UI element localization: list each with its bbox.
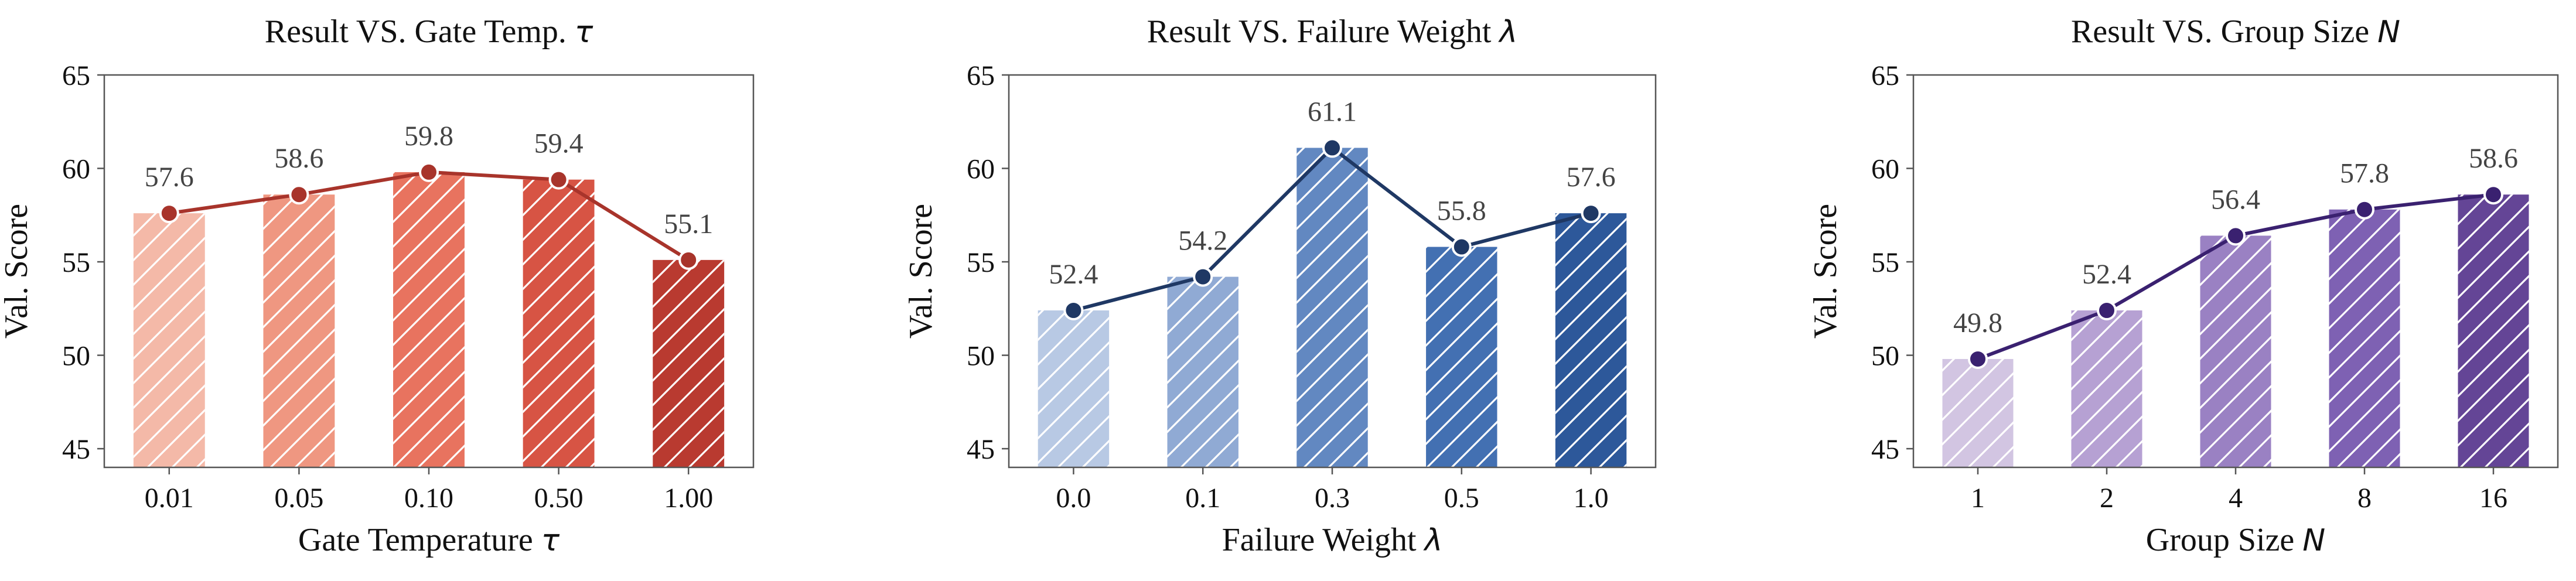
y-tick-label: 50: [1871, 341, 1899, 372]
data-point-marker: [419, 162, 439, 182]
y-axis-label: Val. Score: [0, 204, 35, 339]
data-label: 52.4: [2082, 259, 2131, 290]
data-point-marker: [678, 250, 699, 270]
y-tick-label: 45: [62, 434, 90, 465]
y-tick-label: 60: [1871, 154, 1899, 185]
bar-hatch: [1038, 310, 1110, 467]
data-label: 58.6: [2469, 143, 2518, 174]
x-tick-label: 0.01: [145, 483, 194, 514]
chart-panel-2: Result VS. Failure Weight λ 52.4 54.2 61.1 5…: [903, 13, 1657, 558]
data-point-marker: [2355, 199, 2374, 220]
y-tick-label: 60: [967, 154, 995, 185]
data-label: 56.4: [2211, 184, 2260, 215]
bar-hatch: [1426, 247, 1497, 467]
data-point-marker: [548, 169, 569, 190]
data-label: 61.1: [1308, 96, 1357, 127]
data-point-marker: [1451, 237, 1472, 257]
data-label: 55.1: [664, 209, 713, 240]
data-point-marker: [1322, 138, 1342, 158]
y-axis-label: Val. Score: [903, 204, 939, 339]
bar-hatch: [653, 259, 725, 467]
bar-hatch: [2200, 235, 2271, 467]
bar-hatch: [133, 213, 205, 467]
x-tick-label: 2: [2100, 483, 2114, 514]
chart-title: Result VS. Gate Temp. τ: [265, 13, 593, 50]
bar-hatch: [2329, 209, 2400, 467]
x-tick-label: 0.50: [534, 483, 584, 514]
y-tick-label: 55: [62, 247, 90, 278]
y-tick-label: 55: [967, 247, 995, 278]
y-tick-label: 60: [62, 154, 90, 185]
y-tick-label: 50: [967, 341, 995, 372]
data-point-marker: [159, 203, 179, 224]
bar-hatch: [1555, 213, 1627, 467]
y-axis-label: Val. Score: [1807, 204, 1844, 339]
data-label: 59.8: [404, 121, 453, 152]
data-point-marker: [1968, 348, 1988, 369]
data-label: 57.6: [1567, 162, 1616, 193]
data-point-marker: [1581, 203, 1601, 224]
x-tick-label: 1.0: [1574, 483, 1609, 514]
x-tick-label: 0.1: [1185, 483, 1220, 514]
x-tick-label: 0.10: [404, 483, 453, 514]
x-tick-label: 0.05: [274, 483, 323, 514]
x-axis-label: Failure Weight λ: [1222, 522, 1443, 558]
data-point-marker: [2097, 300, 2117, 320]
x-axis-label: Gate Temperature τ: [298, 522, 560, 558]
data-point-marker: [289, 184, 309, 205]
chart-panel-3: Result VS. Group Size N 49.8 52.4 56.4 57.8 5…: [1807, 13, 2559, 558]
x-tick-label: 1: [1971, 483, 1985, 514]
data-label: 52.4: [1049, 259, 1098, 290]
data-point-marker: [2226, 225, 2246, 246]
y-tick-label: 50: [62, 341, 90, 372]
y-tick-label: 45: [967, 434, 995, 465]
x-tick-label: 0.3: [1315, 483, 1350, 514]
x-axis-label: Group Size N: [2146, 522, 2325, 558]
data-label: 59.4: [534, 128, 584, 159]
y-tick-label: 65: [967, 60, 995, 91]
chart-title: Result VS. Failure Weight λ: [1147, 13, 1517, 50]
x-tick-label: 0.5: [1444, 483, 1479, 514]
x-tick-label: 4: [2229, 483, 2243, 514]
data-label: 58.6: [274, 143, 323, 174]
data-label: 54.2: [1178, 225, 1227, 257]
data-point-marker: [1193, 266, 1213, 287]
bar-hatch: [1942, 358, 2014, 467]
y-tick-label: 55: [1871, 247, 1899, 278]
data-point-marker: [2483, 184, 2503, 205]
bar-hatch: [1296, 148, 1368, 467]
bar-hatch: [393, 172, 465, 467]
x-tick-label: 16: [2479, 483, 2507, 514]
chart-panel-1: Result VS. Gate Temp. τ 57.6 58.6 59.8 59.4 5…: [0, 13, 755, 558]
bar-hatch: [523, 179, 595, 467]
x-tick-label: 1.00: [664, 483, 713, 514]
chart-title: Result VS. Group Size N: [2071, 13, 2400, 50]
bar-hatch: [2071, 310, 2142, 467]
x-tick-label: 0.0: [1056, 483, 1091, 514]
bar-hatch: [263, 194, 335, 467]
data-label: 55.8: [1437, 196, 1486, 227]
y-tick-label: 65: [1871, 60, 1899, 91]
data-label: 49.8: [1953, 307, 2002, 339]
y-tick-label: 65: [62, 60, 90, 91]
data-label: 57.6: [145, 162, 194, 193]
bar-hatch: [2458, 194, 2529, 467]
y-tick-label: 45: [1871, 434, 1899, 465]
x-tick-label: 8: [2357, 483, 2372, 514]
data-label: 57.8: [2340, 158, 2389, 189]
data-point-marker: [1063, 300, 1084, 320]
bar-hatch: [1167, 276, 1238, 467]
